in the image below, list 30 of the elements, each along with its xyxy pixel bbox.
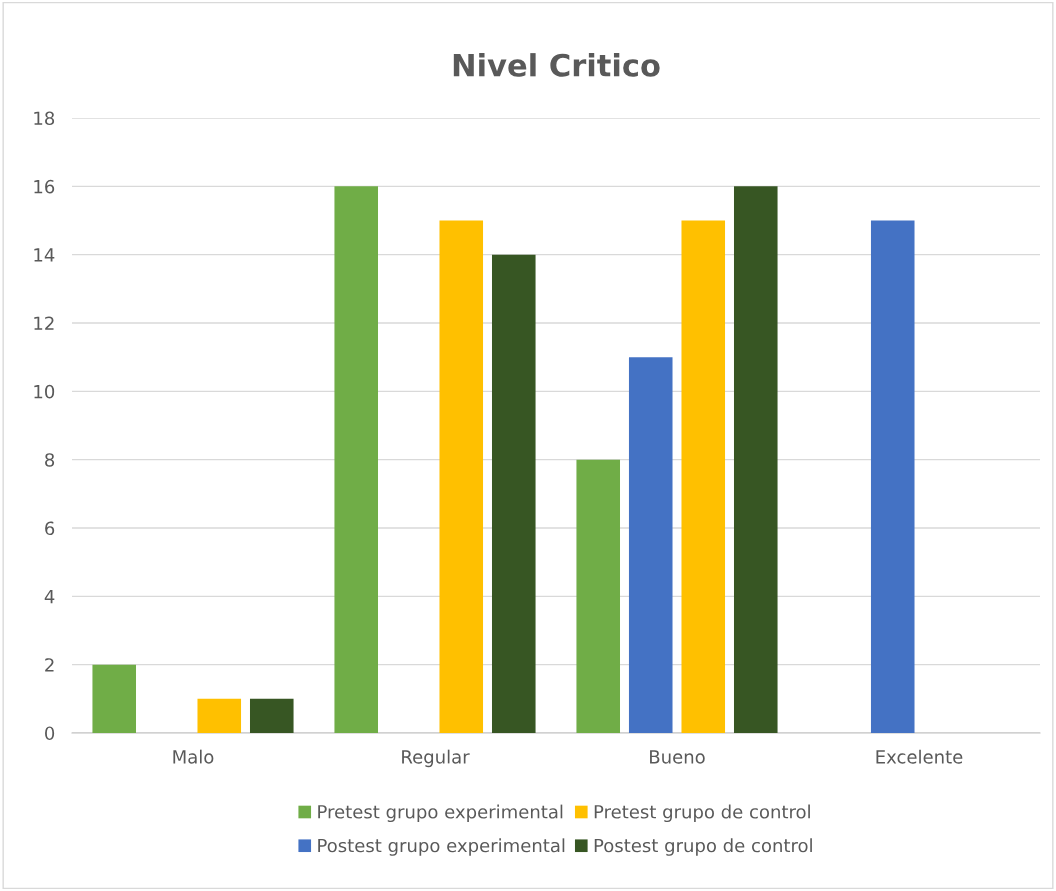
x-tick-label: Excelente xyxy=(876,749,963,764)
legend-label: Pretest grupo experimental xyxy=(318,804,563,823)
chart-title: Nivel Critico xyxy=(453,53,660,77)
bar xyxy=(249,698,294,733)
y-tick-label: 18 xyxy=(34,111,55,126)
bar xyxy=(334,186,379,733)
x-tick-label: Bueno xyxy=(650,750,705,764)
legend-label: Postest grupo experimental xyxy=(318,838,565,856)
bar xyxy=(681,220,726,733)
bar xyxy=(197,698,242,733)
bar xyxy=(628,357,673,733)
x-tick-label: Malo xyxy=(173,749,214,764)
x-tick-label: Regular xyxy=(402,749,470,768)
y-tick-label: 14 xyxy=(34,248,55,262)
y-tick-label: 0 xyxy=(45,726,55,741)
y-tick-label: 16 xyxy=(34,179,55,194)
y-tick-label: 10 xyxy=(34,384,55,399)
y-tick-label: 6 xyxy=(45,521,55,536)
bar xyxy=(733,186,778,733)
bar xyxy=(576,459,621,733)
bar xyxy=(439,220,484,733)
y-tick-label: 8 xyxy=(45,453,55,467)
legend-label: Postest grupo de control xyxy=(594,838,812,856)
y-tick-label: 12 xyxy=(34,316,54,330)
y-tick-label: 4 xyxy=(44,590,55,604)
legend-label: Pretest grupo de control xyxy=(594,804,810,823)
y-tick-label: 2 xyxy=(45,658,54,672)
bar xyxy=(870,220,915,733)
bar xyxy=(92,664,137,733)
bar xyxy=(491,254,536,733)
